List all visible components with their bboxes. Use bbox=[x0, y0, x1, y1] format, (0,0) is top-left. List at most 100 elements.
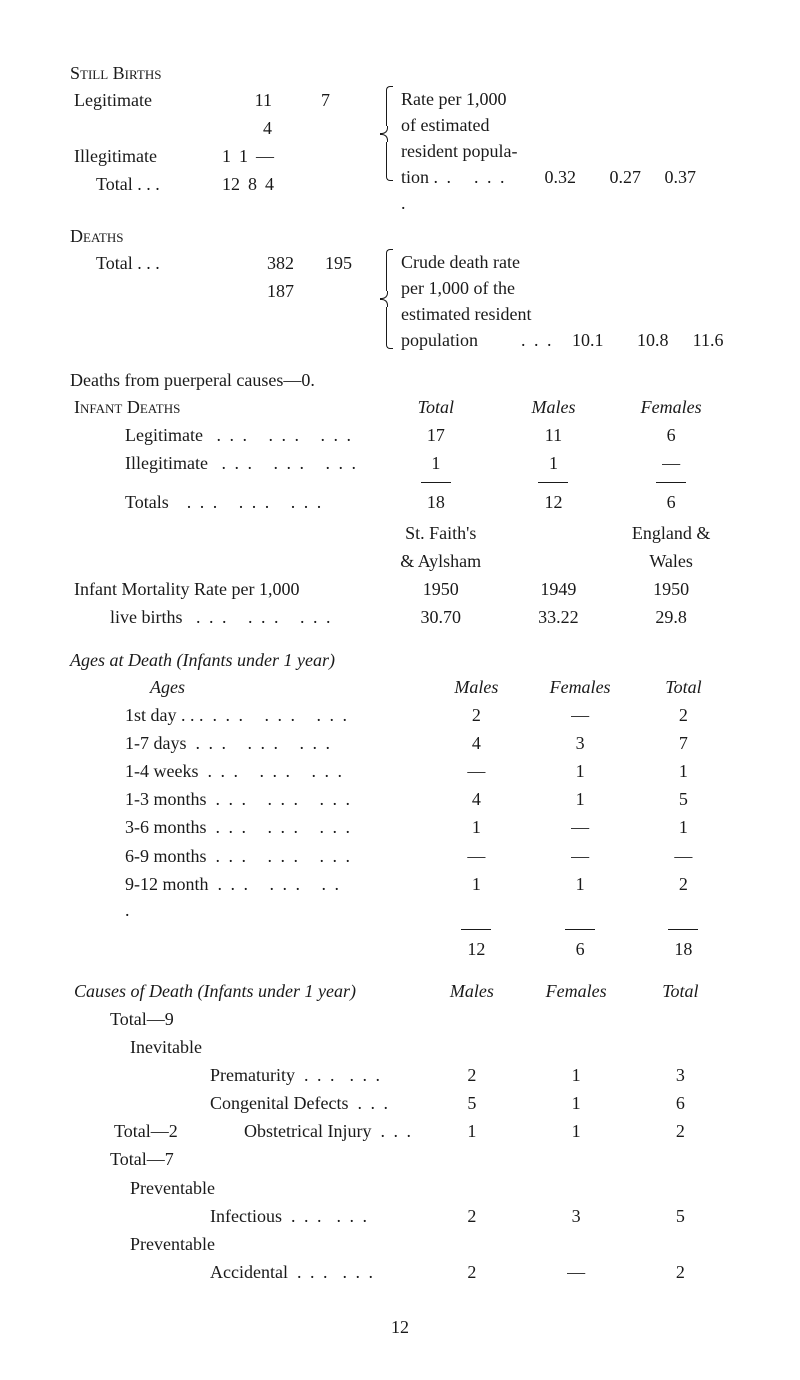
num: 1950 bbox=[612, 575, 730, 603]
num: 11 bbox=[495, 421, 613, 449]
num: — bbox=[252, 142, 278, 170]
table-row: 3-6 months . . . . . . . . .1—1 bbox=[70, 813, 730, 841]
table-row: 1st day . . . . . . . . . . . .2—2 bbox=[70, 701, 730, 729]
text: Crude death rate bbox=[401, 249, 730, 275]
causes-section: Causes of Death (Infants under 1 year) M… bbox=[70, 977, 730, 1286]
num: 2 bbox=[422, 1061, 521, 1089]
infant-deaths-heading: Infant Deaths bbox=[70, 393, 377, 421]
num: 382 bbox=[240, 249, 298, 277]
text: & Aylsham bbox=[377, 547, 505, 575]
label: 9-12 month bbox=[125, 874, 209, 894]
num: 1 bbox=[523, 870, 637, 924]
text: Infant Mortality Rate per 1,000 bbox=[74, 579, 299, 599]
num: 6 bbox=[612, 488, 730, 516]
num: 1 bbox=[495, 449, 613, 477]
num: 1 bbox=[422, 1117, 521, 1145]
text: estimated resident bbox=[401, 301, 730, 327]
label: 1st day . . . bbox=[125, 705, 204, 725]
num: 195 bbox=[298, 249, 356, 277]
label: 3-6 months bbox=[125, 817, 207, 837]
num: 1 bbox=[521, 1061, 630, 1089]
num: 1 bbox=[430, 813, 524, 841]
num: 0.27 bbox=[576, 164, 641, 216]
text: Preventable bbox=[70, 1174, 422, 1202]
num: 3 bbox=[521, 1202, 630, 1230]
num: 2 bbox=[422, 1202, 521, 1230]
col-males: Males bbox=[422, 977, 521, 1005]
col-males: Males bbox=[430, 673, 524, 701]
num: 7 bbox=[637, 729, 730, 757]
num: 0.32 bbox=[521, 164, 576, 216]
label: 1-3 months bbox=[125, 789, 207, 809]
label: Legitimate bbox=[125, 425, 203, 445]
label: Congenital Defects bbox=[210, 1093, 348, 1113]
num: 1 bbox=[218, 142, 235, 170]
rate-block: Rate per 1,000 of estimated resident pop… bbox=[401, 86, 730, 216]
num: 8 bbox=[244, 170, 261, 198]
num: 2 bbox=[631, 1258, 730, 1286]
text: Inevitable bbox=[70, 1033, 422, 1061]
num: 5 bbox=[637, 785, 730, 813]
text: population bbox=[401, 330, 478, 350]
num: 18 bbox=[637, 935, 730, 963]
col-total: Total bbox=[631, 977, 730, 1005]
text: per 1,000 of the bbox=[401, 275, 730, 301]
label: Prematurity bbox=[210, 1065, 295, 1085]
num: 1949 bbox=[505, 575, 613, 603]
col-females: Females bbox=[523, 673, 637, 701]
num: — bbox=[430, 757, 524, 785]
table-row: 6-9 months . . . . . . . . .——— bbox=[70, 842, 730, 870]
num: 4 bbox=[430, 729, 524, 757]
causes-heading: Causes of Death (Infants under 1 year) bbox=[70, 977, 422, 1005]
num: 12 bbox=[430, 935, 524, 963]
num: 30.70 bbox=[377, 603, 505, 631]
col-ages: Ages bbox=[70, 673, 358, 701]
num: 4 bbox=[430, 785, 524, 813]
num: 18 bbox=[377, 488, 495, 516]
num: 1 bbox=[430, 870, 524, 924]
table-row: 1-4 weeks . . . . . . . . .—11 bbox=[70, 757, 730, 785]
label: Total . . . bbox=[70, 249, 240, 305]
num: 1 bbox=[235, 142, 252, 170]
label: Illegitimate bbox=[70, 142, 218, 170]
num: 187 bbox=[240, 277, 298, 305]
num: 2 bbox=[637, 701, 730, 729]
num: — bbox=[612, 449, 730, 477]
label: Infectious bbox=[210, 1206, 282, 1226]
still-births-heading: Still Births bbox=[70, 60, 730, 86]
num: 2 bbox=[631, 1117, 730, 1145]
deaths-section: Deaths Total . . . 382 195 187 Crude dea… bbox=[70, 223, 730, 353]
num: 10.1 bbox=[554, 327, 604, 353]
num: 2 bbox=[637, 870, 730, 924]
label: Total . . . bbox=[70, 170, 218, 198]
text: Total—2 bbox=[74, 1118, 244, 1144]
num: 1 bbox=[637, 757, 730, 785]
num: 29.8 bbox=[612, 603, 730, 631]
num: 10.8 bbox=[604, 327, 669, 353]
text: Wales bbox=[612, 547, 730, 575]
infant-deaths-section: Infant Deaths Total Males Females Legiti… bbox=[70, 393, 730, 631]
num: 0.37 bbox=[641, 164, 696, 216]
num: 3 bbox=[523, 729, 637, 757]
num: 5 bbox=[631, 1202, 730, 1230]
num: 17 bbox=[377, 421, 495, 449]
table-row: 1-3 months . . . . . . . . .415 bbox=[70, 785, 730, 813]
table-row: 1-7 days . . . . . . . . .437 bbox=[70, 729, 730, 757]
num: 1 bbox=[523, 757, 637, 785]
num: 1 bbox=[521, 1089, 630, 1117]
num: 4 bbox=[218, 114, 276, 142]
label: Legitimate bbox=[70, 86, 218, 142]
num: — bbox=[523, 842, 637, 870]
num: 1950 bbox=[377, 575, 505, 603]
crude-block: Crude death rate per 1,000 of the estima… bbox=[401, 249, 730, 353]
text: St. Faith's bbox=[377, 519, 505, 547]
brace-icon bbox=[380, 86, 393, 181]
ages-at-death-section: Ages at Death (Infants under 1 year) Age… bbox=[70, 647, 730, 963]
text: live births bbox=[110, 607, 183, 627]
label: Obstetrical Injury bbox=[244, 1121, 371, 1141]
num: 12 bbox=[218, 170, 244, 198]
num: — bbox=[523, 701, 637, 729]
brace-icon bbox=[380, 249, 393, 349]
table-row: 9-12 month . . . . . . . . .112 bbox=[70, 870, 730, 924]
col-females: Females bbox=[612, 393, 730, 421]
